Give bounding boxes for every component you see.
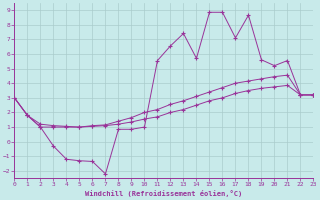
X-axis label: Windchill (Refroidissement éolien,°C): Windchill (Refroidissement éolien,°C) [85, 190, 243, 197]
